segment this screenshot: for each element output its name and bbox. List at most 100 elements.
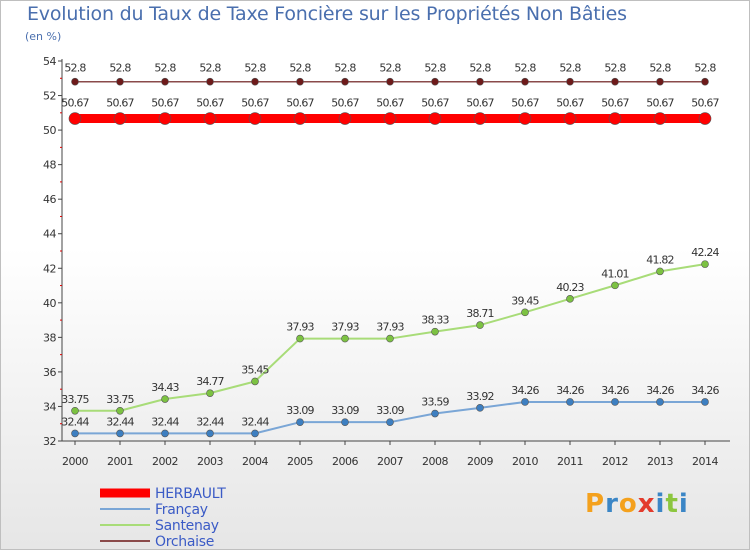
data-point <box>476 77 484 86</box>
data-label: 52.8 <box>199 62 221 75</box>
data-label: 50.67 <box>106 97 134 110</box>
data-point <box>701 398 709 406</box>
data-label: 33.09 <box>286 404 314 417</box>
data-point <box>71 406 79 415</box>
data-label: 52.8 <box>334 62 356 75</box>
data-point <box>206 389 214 397</box>
data-label: 52.8 <box>469 62 491 75</box>
data-label: 33.75 <box>61 393 89 406</box>
data-label: 52.8 <box>514 62 536 75</box>
data-point <box>431 327 439 336</box>
data-point <box>521 308 529 317</box>
data-label: 50.67 <box>466 97 494 110</box>
logo-letter: t <box>665 489 679 519</box>
data-point <box>428 112 442 125</box>
data-point <box>116 406 124 415</box>
y-tick-label: 52 <box>43 90 56 103</box>
data-point <box>698 112 712 125</box>
data-point <box>656 77 664 86</box>
data-point <box>341 334 349 343</box>
y-tick-label: 34 <box>43 400 56 413</box>
data-point <box>248 112 262 125</box>
data-point <box>653 112 667 125</box>
y-tick-label: 46 <box>43 193 56 206</box>
x-tick-label: 2010 <box>512 455 538 468</box>
data-label: 34.43 <box>151 381 179 394</box>
x-tick-label: 2000 <box>62 455 88 468</box>
y-tick-label: 48 <box>43 159 56 172</box>
chart-title: Evolution du Taux de Taxe Foncière sur l… <box>27 3 627 25</box>
data-label: 52.8 <box>559 62 581 75</box>
data-label: 35.45 <box>241 363 269 376</box>
data-point <box>71 429 79 438</box>
data-label: 50.67 <box>556 97 584 110</box>
data-label: 34.26 <box>691 384 719 397</box>
logo-letter: i <box>655 489 666 519</box>
chart-subtitle: (en %) <box>25 30 62 43</box>
data-label: 33.75 <box>106 393 134 406</box>
logo-letter: x <box>637 489 656 519</box>
logo-letter: i <box>678 489 689 519</box>
data-point <box>476 404 484 412</box>
data-point <box>473 112 487 125</box>
logo-letter: r <box>605 489 619 519</box>
legend-label: Françay <box>155 502 208 518</box>
data-label: 50.67 <box>691 97 719 110</box>
data-point <box>656 267 664 276</box>
legend-label: Santenay <box>155 518 219 534</box>
data-point <box>71 77 79 86</box>
data-label: 50.67 <box>151 97 179 110</box>
x-tick-label: 2011 <box>557 455 583 468</box>
data-label: 40.23 <box>556 281 584 294</box>
data-point <box>341 77 349 86</box>
data-label: 34.26 <box>646 384 674 397</box>
x-tick-label: 2003 <box>197 455 223 468</box>
y-tick-label: 54 <box>43 55 56 68</box>
data-point <box>116 429 124 438</box>
data-point <box>251 429 259 438</box>
data-label: 37.93 <box>286 321 314 334</box>
data-point <box>206 77 214 86</box>
data-label: 50.67 <box>331 97 359 110</box>
x-tick-label: 2001 <box>107 455 133 468</box>
logo-letter: P <box>585 489 606 519</box>
data-point <box>296 418 304 426</box>
data-label: 33.09 <box>331 404 359 417</box>
data-label: 52.8 <box>64 62 86 75</box>
data-point <box>656 398 664 406</box>
data-point <box>431 77 439 86</box>
data-point <box>338 112 352 125</box>
data-label: 52.8 <box>289 62 311 75</box>
y-tick-label: 32 <box>43 435 56 448</box>
data-point <box>203 112 217 125</box>
data-label: 41.01 <box>601 267 629 280</box>
data-label: 52.8 <box>109 62 131 75</box>
x-tick-label: 2007 <box>377 455 403 468</box>
data-point <box>701 260 709 268</box>
x-tick-label: 2009 <box>467 455 493 468</box>
data-point <box>161 429 169 438</box>
data-point <box>296 77 304 86</box>
data-point <box>611 281 619 290</box>
y-tick-label: 38 <box>43 331 56 344</box>
data-point <box>251 77 259 86</box>
data-point <box>611 398 619 406</box>
data-point <box>563 112 577 125</box>
x-tick-label: 2004 <box>242 455 268 468</box>
data-point <box>161 77 169 86</box>
data-label: 32.44 <box>106 415 134 428</box>
y-tick-label: 36 <box>43 366 56 379</box>
data-label: 52.8 <box>604 62 626 75</box>
data-point <box>701 77 709 86</box>
data-label: 34.26 <box>511 384 539 397</box>
data-label: 52.8 <box>154 62 176 75</box>
x-tick-label: 2014 <box>692 455 718 468</box>
x-tick-label: 2005 <box>287 455 313 468</box>
data-label: 52.8 <box>694 62 716 75</box>
data-label: 52.8 <box>379 62 401 75</box>
data-label: 42.24 <box>691 246 719 259</box>
data-label: 52.8 <box>424 62 446 75</box>
data-point <box>386 77 394 86</box>
data-label: 50.67 <box>646 97 674 110</box>
